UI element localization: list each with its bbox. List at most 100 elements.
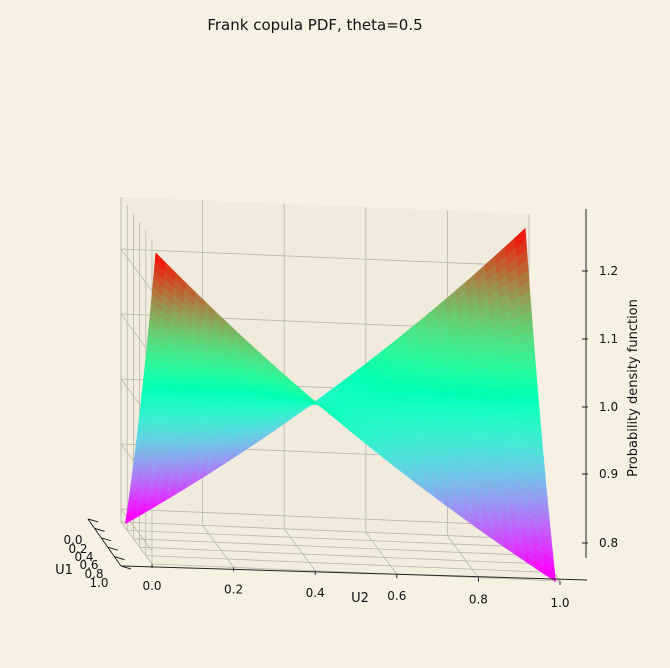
x-tick-label: 0.0 [142, 579, 161, 593]
surface-patch [180, 399, 192, 406]
surface-patch [446, 384, 458, 392]
surface-patch [485, 373, 497, 383]
floor-pane [121, 522, 560, 581]
y-tick-mark [101, 537, 112, 542]
y-axis-label: U1 [55, 563, 73, 578]
surface-patch [517, 387, 529, 397]
surface-patch [150, 399, 162, 407]
surface-patch [497, 395, 510, 405]
surface-patch [427, 396, 440, 403]
surface-patch [219, 403, 231, 408]
surface-patch [514, 360, 527, 372]
surface-patch [447, 390, 459, 398]
surface-patch [190, 399, 202, 405]
surface-patch [456, 383, 468, 392]
surface-patch [239, 403, 251, 407]
surface-patch [447, 396, 460, 403]
y-tick-mark [120, 565, 132, 570]
surface-patch [504, 362, 517, 373]
surface-patch [189, 403, 201, 410]
surface-patch [507, 387, 519, 397]
surface-patch [160, 399, 172, 406]
surface-patch [457, 389, 469, 397]
surface-patch [437, 391, 449, 398]
surface-patch [468, 402, 481, 410]
surface-patch [515, 369, 527, 380]
grid-line-x-floor [283, 528, 316, 572]
surface-patch [169, 404, 181, 411]
surface-patch [259, 403, 271, 406]
surface-patch [516, 378, 528, 389]
surface-patch [437, 396, 450, 403]
surface-patch [397, 397, 410, 403]
surface-patch [418, 401, 431, 407]
surface-patch [496, 380, 508, 390]
surface-patch [417, 392, 429, 398]
surface-patch [159, 404, 171, 412]
surface-patch [508, 403, 521, 413]
grid-line-y-floor [145, 555, 554, 573]
z-tick-label: 1.1 [599, 332, 618, 346]
grid-line-x-floor [202, 525, 234, 568]
surface-mesh [125, 227, 556, 582]
surface-patch [477, 395, 490, 404]
surface-patch [498, 403, 511, 412]
surface-patch [407, 393, 419, 399]
surface-patch [161, 386, 174, 395]
surface-patch [151, 386, 164, 394]
surface-patch [526, 377, 538, 388]
surface-patch [467, 395, 480, 404]
surface-patch [525, 368, 537, 380]
surface-patch [487, 395, 500, 404]
grid-line-x-floor [120, 521, 153, 565]
surface-patch [417, 396, 430, 403]
z-tick-label: 0.9 [599, 467, 618, 481]
surface-patch [506, 379, 518, 389]
surface-patch [436, 385, 448, 393]
surface-patch [141, 385, 154, 394]
surface-patch [160, 393, 173, 400]
surface-patch [497, 387, 509, 397]
y-tick-label: 1.0 [89, 576, 108, 590]
z-tick-label: 1.2 [599, 264, 618, 278]
surface-patch [387, 398, 400, 403]
grid-line-z-side [120, 248, 153, 292]
surface-patch [448, 401, 461, 409]
z-tick-label: 1.0 [599, 400, 618, 414]
grid-line-y-floor [133, 538, 542, 557]
grid-line-y-floor [139, 546, 548, 565]
surface-patch [495, 372, 507, 382]
surface-patch [200, 399, 212, 405]
surface-patch [507, 395, 520, 405]
grid-line-y-floor [127, 530, 536, 548]
z-axis-ticks: 0.8 0.9 1.0 1.1 1.2 [582, 264, 618, 550]
surface-patch [528, 404, 541, 415]
surface-patch [139, 405, 151, 414]
surface-patch [140, 392, 153, 401]
grid-line-z-back [120, 248, 530, 267]
x-tick-label: 1.0 [550, 596, 569, 610]
x-tick-label: 0.8 [469, 593, 488, 607]
surface-patch [477, 388, 489, 397]
surface-patch [488, 402, 501, 412]
surface-patch [179, 404, 191, 411]
x-tick-label: 0.4 [306, 586, 325, 600]
y-tick-label: 0.0 [63, 533, 82, 547]
surface-patch [209, 403, 221, 409]
y-axis-ticks: 0.00.20.40.60.81.0 [63, 518, 132, 590]
y-tick-mark [114, 556, 125, 561]
x-axis-line [121, 565, 588, 581]
grid-line-z-side [120, 508, 153, 552]
axis-lines [87, 209, 588, 581]
surface-patch [457, 395, 470, 403]
surface-patch [487, 388, 499, 397]
y-tick-mark [107, 546, 118, 551]
grid-line-x-floor [447, 535, 479, 578]
surface-patch [180, 393, 193, 400]
surface-patch [527, 395, 540, 406]
y-tick-label: 0.4 [74, 550, 93, 564]
grid-line-x-floor [365, 531, 398, 575]
surface-patch [476, 381, 488, 390]
surface-patch [190, 394, 203, 400]
